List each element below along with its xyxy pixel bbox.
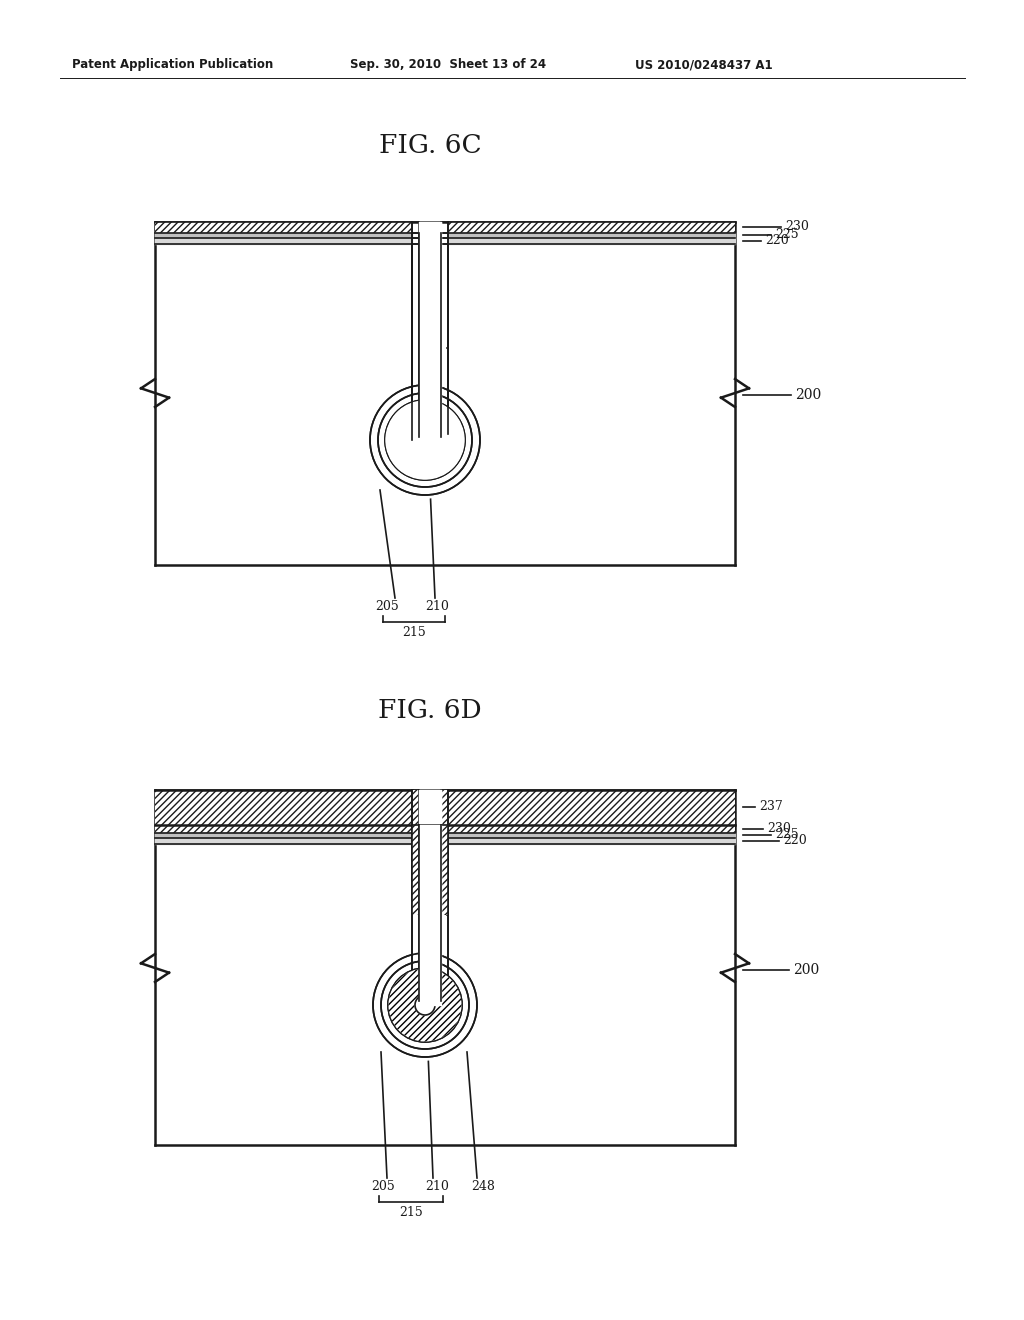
Text: 248: 248: [471, 1180, 495, 1193]
Text: 230: 230: [767, 822, 791, 836]
Bar: [155, 789, 412, 825]
Text: 200: 200: [795, 388, 821, 403]
Text: 210: 210: [425, 601, 449, 612]
Text: 205: 205: [371, 1180, 395, 1193]
Circle shape: [415, 995, 435, 1015]
Circle shape: [415, 995, 435, 1015]
Circle shape: [386, 401, 464, 479]
Text: 225: 225: [775, 228, 799, 242]
Bar: [155, 222, 412, 234]
Circle shape: [370, 950, 480, 1060]
Text: 215: 215: [402, 626, 426, 639]
Bar: [155, 825, 412, 833]
Text: 215: 215: [399, 1206, 423, 1218]
Bar: [412, 789, 449, 825]
Text: 220: 220: [765, 235, 788, 248]
Text: 225: 225: [775, 829, 799, 842]
Bar: [406, 898, 445, 953]
Text: 205: 205: [375, 601, 399, 612]
Circle shape: [386, 401, 464, 479]
Bar: [412, 843, 449, 915]
Circle shape: [388, 969, 462, 1041]
Bar: [449, 825, 735, 833]
Bar: [412, 825, 449, 915]
Bar: [449, 789, 735, 825]
Text: FIG. 6D: FIG. 6D: [378, 698, 482, 723]
Text: 237: 237: [759, 800, 782, 813]
Text: FIG. 6C: FIG. 6C: [379, 133, 481, 158]
Circle shape: [367, 381, 483, 498]
Circle shape: [388, 969, 462, 1041]
Text: 210: 210: [425, 1180, 449, 1193]
Text: Sep. 30, 2010  Sheet 13 of 24: Sep. 30, 2010 Sheet 13 of 24: [350, 58, 546, 71]
Text: 220: 220: [783, 834, 807, 847]
Text: US 2010/0248437 A1: US 2010/0248437 A1: [635, 58, 773, 71]
Text: Patent Application Publication: Patent Application Publication: [72, 58, 273, 71]
Text: 230: 230: [785, 220, 809, 234]
Text: 200: 200: [793, 964, 819, 977]
Bar: [406, 318, 445, 380]
Bar: [449, 222, 735, 234]
